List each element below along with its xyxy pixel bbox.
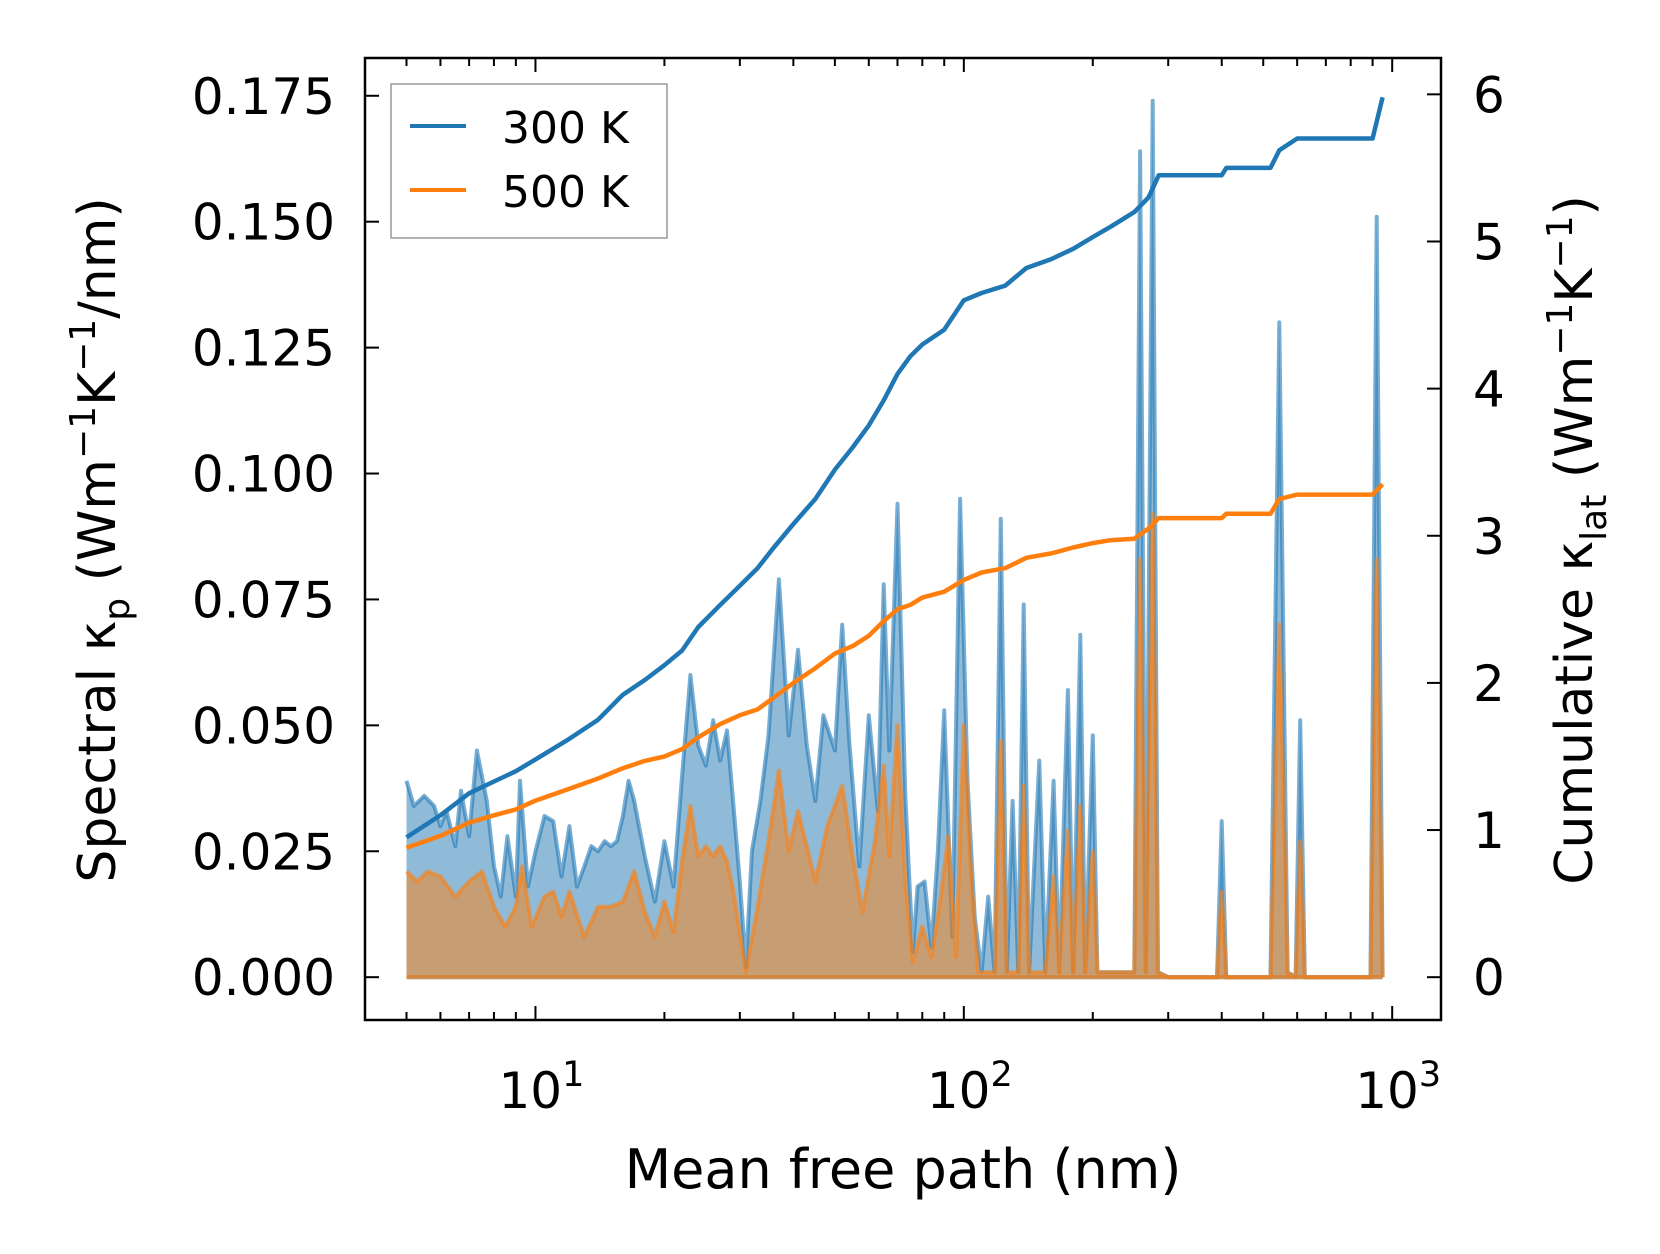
y-left-tick-label: 0.000	[192, 949, 335, 1007]
plot-frame	[363, 56, 1443, 1022]
y-right-tick-label: 4	[1473, 361, 1505, 419]
cumulative-line-500k	[405, 482, 1385, 850]
legend-frame	[390, 83, 668, 239]
spectral-fills	[404, 98, 1385, 980]
cumulative-line-300k	[405, 96, 1385, 840]
y-left-tick-label: 0.075	[192, 571, 335, 629]
y-left-tick-label: 0.150	[192, 194, 335, 252]
y-right-tick-label: 6	[1473, 66, 1505, 124]
y-right-tick-label: 3	[1473, 508, 1505, 566]
x-axis-label: Mean free path (nm)	[625, 1138, 1182, 1201]
y-left-tick-label: 0.175	[192, 68, 335, 126]
y-axis-right: 0 1 2 3 4 5 6	[1427, 66, 1505, 1007]
y-right-tick-label: 2	[1473, 655, 1505, 713]
legend-label-500k: 500 K	[502, 167, 630, 218]
spectral-area-500k	[406, 513, 1383, 978]
x-tick-label: 103	[1355, 1055, 1441, 1120]
x-axis: 101 102 103	[364, 58, 1441, 1120]
y-right-tick-label: 5	[1473, 213, 1505, 271]
y-left-tick-label: 0.100	[192, 446, 335, 504]
y-right-tick-label: 0	[1473, 949, 1505, 1007]
y-axis-left-label: Spectral κp (Wm−1K−1/nm)	[63, 197, 138, 882]
legend-label-300k: 300 K	[502, 103, 630, 154]
cumulative-lines	[405, 96, 1385, 850]
legend: 300 K 500 K	[390, 83, 668, 239]
x-tick-label: 101	[499, 1055, 585, 1120]
x-tick-label: 102	[927, 1055, 1013, 1120]
y-right-tick-label: 1	[1473, 802, 1505, 860]
y-axis-left: 0.000 0.025 0.050 0.075 0.100 0.125 0.150 0.175	[192, 68, 379, 1007]
y-left-tick-label: 0.025	[192, 823, 335, 881]
y-axis-right-label: Cumulative κlat (Wm−1K−1)	[1540, 195, 1615, 885]
spectral-line-500k	[405, 511, 1385, 980]
y-left-tick-label: 0.050	[192, 697, 335, 755]
y-left-tick-label: 0.125	[192, 320, 335, 378]
